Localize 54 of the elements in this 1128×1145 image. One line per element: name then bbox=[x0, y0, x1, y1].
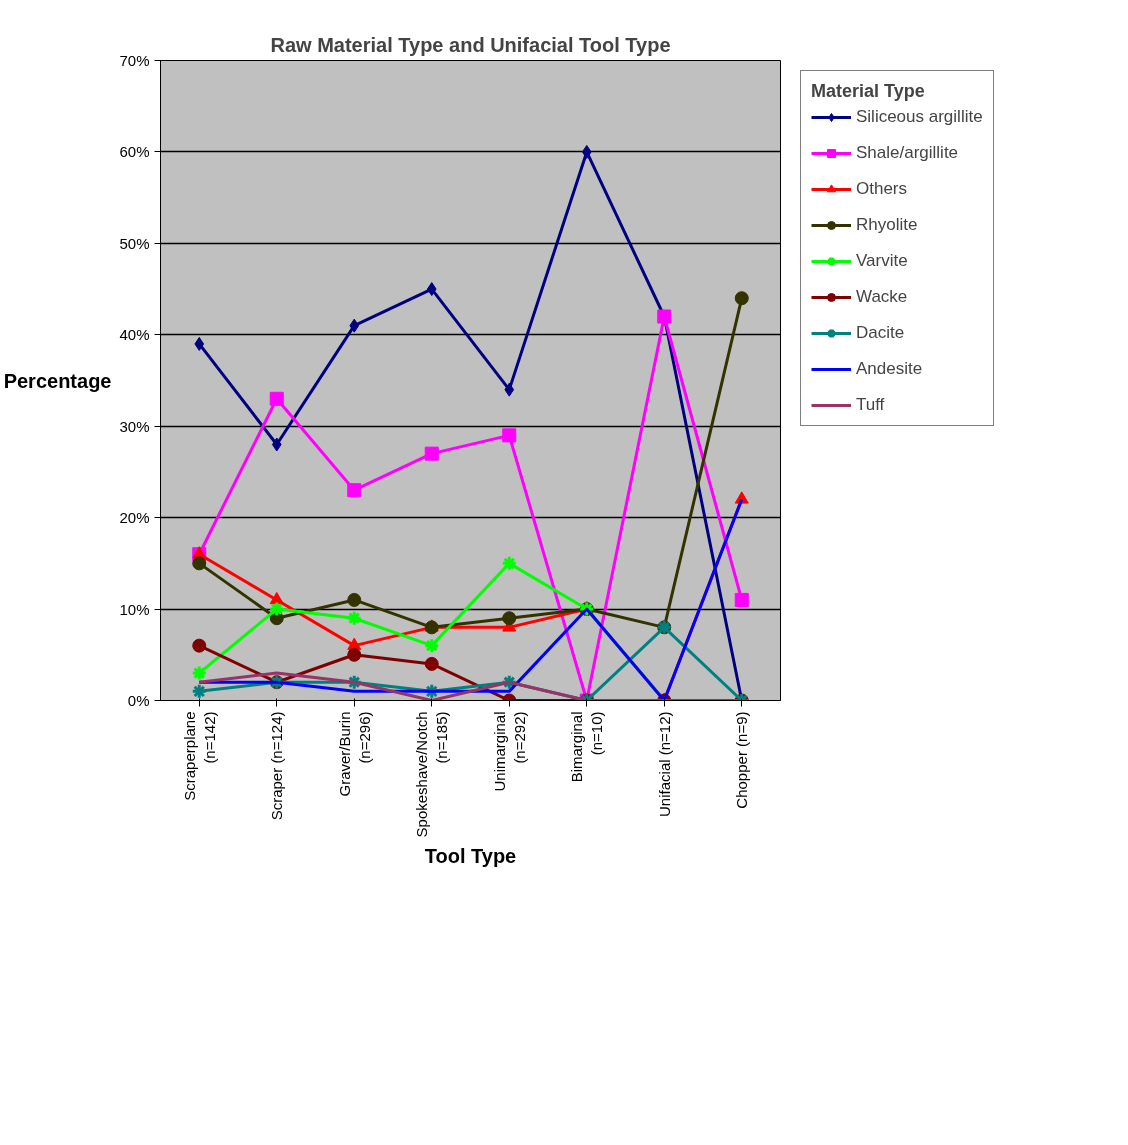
y-tick-label: 0% bbox=[127, 692, 150, 709]
y-tick-label: 40% bbox=[119, 326, 150, 344]
point bbox=[191, 683, 208, 700]
point bbox=[424, 446, 439, 461]
point bbox=[192, 556, 207, 571]
x-tick-label: Scraper (n=124) bbox=[268, 711, 286, 821]
point bbox=[347, 483, 362, 498]
y-axis-title: Percentage bbox=[3, 369, 112, 392]
x-tick-label: Unimarginal (n=292) bbox=[490, 711, 528, 792]
point bbox=[268, 601, 285, 618]
legend-label: Wacke bbox=[856, 287, 908, 307]
point bbox=[424, 656, 439, 671]
point bbox=[346, 610, 363, 627]
x-tick-label: Unifacial (n=12) bbox=[655, 711, 673, 817]
point bbox=[194, 336, 205, 351]
point bbox=[426, 282, 437, 297]
legend-label: Shale/argillite bbox=[856, 143, 959, 163]
legend-label: Varvite bbox=[856, 251, 908, 271]
y-tick-label: 20% bbox=[119, 509, 150, 527]
legend-label: Tuff bbox=[856, 395, 885, 415]
point bbox=[734, 592, 749, 607]
x-tick-label: Chopper (n=9) bbox=[733, 711, 751, 809]
legend-label: Siliceous argillite bbox=[856, 107, 983, 127]
legend-title: Material Type bbox=[811, 81, 926, 102]
point bbox=[501, 555, 518, 572]
x-tick-label: Graver/Burin (n=296) bbox=[335, 711, 373, 797]
point bbox=[192, 638, 207, 653]
legend-label: Andesite bbox=[856, 359, 923, 379]
x-axis-title: Tool Type bbox=[424, 845, 517, 868]
legend-label: Others bbox=[856, 179, 908, 199]
legend-label: Dacite bbox=[856, 323, 905, 343]
chart-title: Raw Material Type and Unifacial Tool Type bbox=[270, 33, 671, 56]
x-tick-label: Scraperplane (n=142) bbox=[180, 711, 218, 801]
y-tick-label: 10% bbox=[119, 600, 150, 618]
y-tick-label: 60% bbox=[119, 143, 150, 161]
x-tick-label: Bimarginal (n=10) bbox=[568, 711, 606, 783]
point bbox=[269, 391, 284, 406]
point bbox=[423, 637, 440, 654]
point bbox=[349, 318, 360, 333]
y-tick-label: 30% bbox=[119, 417, 150, 435]
point bbox=[269, 591, 284, 605]
point bbox=[271, 437, 282, 452]
point bbox=[347, 647, 362, 662]
point bbox=[347, 592, 362, 607]
point bbox=[734, 291, 749, 306]
point bbox=[502, 428, 517, 443]
point bbox=[191, 665, 208, 682]
legend-label: Rhyolite bbox=[856, 215, 918, 235]
y-tick-label: 50% bbox=[119, 234, 150, 252]
y-tick-label: 70% bbox=[119, 52, 150, 69]
x-tick-label: Spokeshave/Notch (n=185) bbox=[413, 711, 451, 838]
point bbox=[502, 611, 517, 626]
point bbox=[581, 144, 592, 159]
point bbox=[504, 382, 515, 397]
